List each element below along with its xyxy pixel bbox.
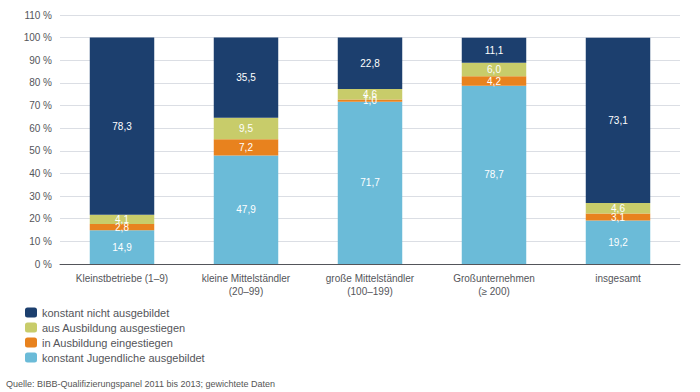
svg-text:4,6: 4,6 [363, 89, 377, 100]
svg-text:9,5: 9,5 [239, 123, 253, 134]
svg-text:1,0: 1,0 [363, 95, 377, 107]
svg-text:4,2: 4,2 [487, 76, 501, 87]
svg-text:70 %: 70 % [29, 100, 52, 111]
svg-text:insgesamt: insgesamt [595, 273, 641, 284]
svg-text:0 %: 0 % [35, 259, 52, 270]
svg-text:80 %: 80 % [29, 77, 52, 88]
svg-text:Großunternehmen: Großunternehmen [453, 273, 535, 284]
svg-text:22,8: 22,8 [360, 58, 380, 69]
svg-text:19,2: 19,2 [608, 237, 628, 248]
svg-text:47,9: 47,9 [236, 204, 256, 215]
svg-text:100 %: 100 % [24, 32, 52, 43]
svg-text:35,5: 35,5 [236, 72, 256, 83]
svg-text:78,7: 78,7 [484, 169, 504, 180]
svg-text:große Mittelständler: große Mittelständler [326, 273, 415, 284]
svg-text:aus Ausbildung ausgestiegen: aus Ausbildung ausgestiegen [42, 322, 185, 334]
svg-text:Quelle: BIBB-Qualifizierungspa: Quelle: BIBB-Qualifizierungspanel 2011 b… [6, 379, 275, 389]
svg-text:73,1: 73,1 [608, 115, 628, 126]
svg-text:110 %: 110 % [24, 10, 52, 21]
svg-text:20 %: 20 % [29, 213, 52, 224]
svg-text:30 %: 30 % [29, 191, 52, 202]
svg-text:2,8: 2,8 [115, 221, 129, 233]
svg-text:4,1: 4,1 [115, 214, 129, 225]
svg-text:10 %: 10 % [29, 236, 52, 247]
svg-text:(≥ 200): (≥ 200) [478, 286, 510, 297]
svg-text:konstant Jugendliche ausgebild: konstant Jugendliche ausgebildet [42, 352, 205, 364]
svg-text:4,6: 4,6 [611, 203, 625, 214]
svg-text:konstant nicht ausgebildet: konstant nicht ausgebildet [42, 307, 169, 319]
svg-text:6,0: 6,0 [487, 64, 501, 75]
svg-text:78,3: 78,3 [112, 121, 132, 132]
svg-text:11,1: 11,1 [485, 45, 504, 56]
svg-text:7,2: 7,2 [239, 142, 253, 153]
svg-text:kleine Mittelständler: kleine Mittelständler [202, 273, 291, 284]
svg-text:14,9: 14,9 [112, 242, 132, 253]
svg-text:in Ausbildung eingestiegen: in Ausbildung eingestiegen [42, 337, 173, 349]
svg-text:60 %: 60 % [29, 123, 52, 134]
svg-text:(100–199): (100–199) [347, 286, 393, 297]
svg-text:Kleinstbetriebe (1–9): Kleinstbetriebe (1–9) [76, 273, 168, 284]
svg-text:(20–99): (20–99) [229, 286, 263, 297]
svg-text:90 %: 90 % [29, 55, 52, 66]
svg-text:50 %: 50 % [29, 145, 52, 156]
svg-text:71,7: 71,7 [360, 177, 380, 188]
svg-text:40 %: 40 % [29, 168, 52, 179]
svg-text:3,1: 3,1 [611, 211, 625, 223]
